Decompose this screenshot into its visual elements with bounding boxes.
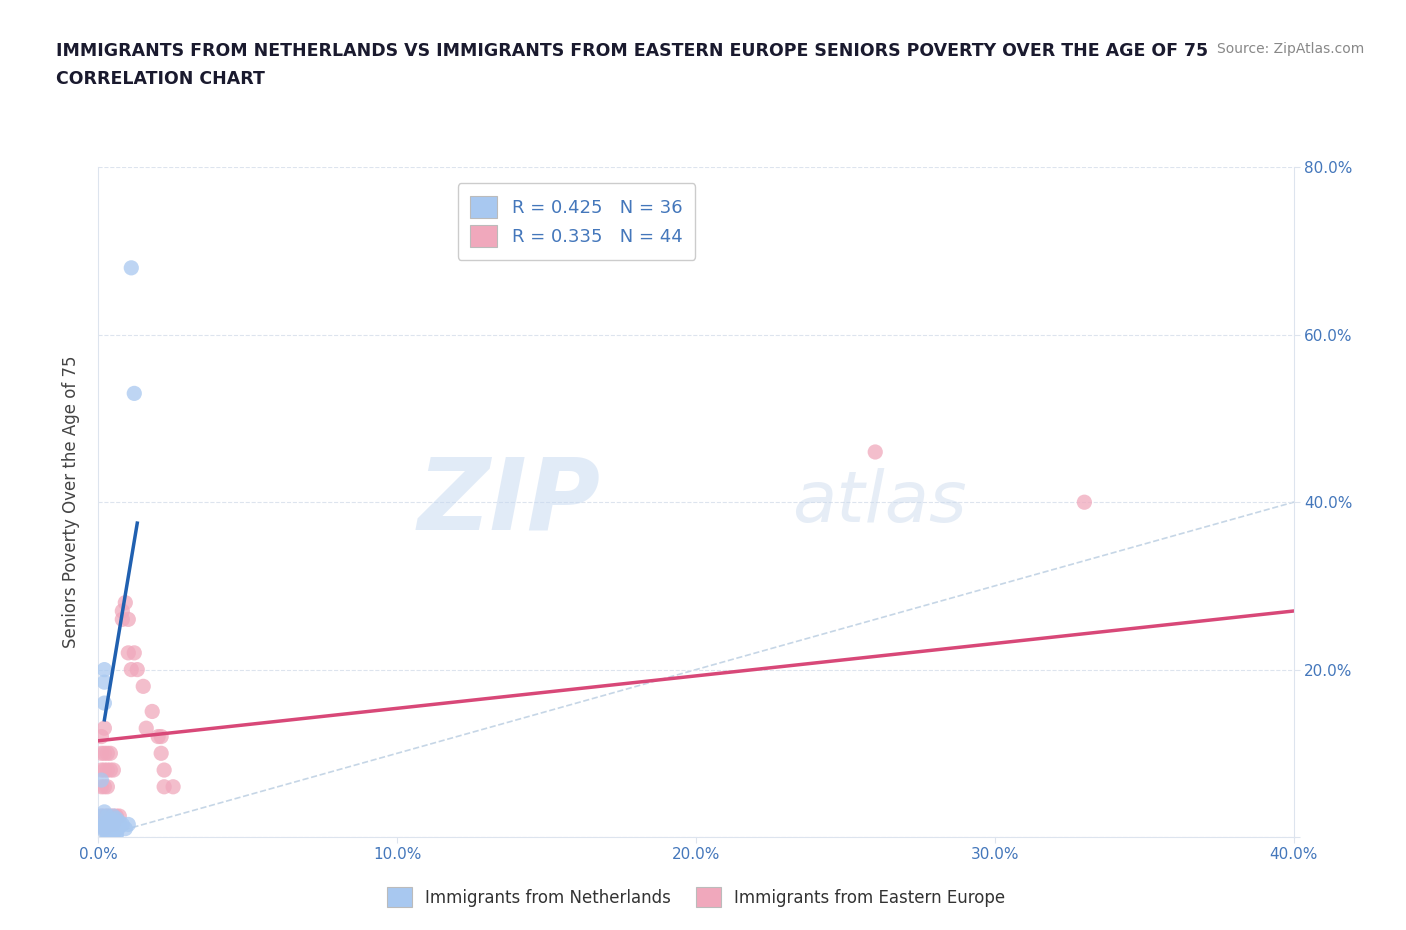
Point (93, 779, 115, 794)
Point (105, 815, 128, 830)
Text: CORRELATION CHART: CORRELATION CHART (56, 70, 266, 87)
Point (90, 817, 112, 832)
Point (865, 445, 887, 459)
Point (96, 817, 118, 832)
Text: ZIP: ZIP (418, 454, 600, 551)
Point (93, 817, 115, 832)
Point (124, 645, 146, 660)
Point (100, 813, 122, 828)
Point (93, 817, 115, 832)
Point (150, 729, 173, 744)
Point (105, 828, 128, 843)
Point (114, 821, 136, 836)
Point (111, 612, 134, 627)
Point (93, 675, 115, 690)
Point (100, 763, 122, 777)
Point (93, 721, 115, 736)
Point (93, 821, 115, 836)
Point (100, 821, 122, 836)
Point (90, 773, 112, 788)
Point (90, 729, 112, 744)
Point (148, 729, 170, 744)
Point (127, 662, 149, 677)
Point (93, 696, 115, 711)
Point (93, 763, 115, 777)
Point (114, 595, 136, 610)
Point (153, 779, 176, 794)
Point (108, 815, 131, 830)
Point (1073, 495, 1095, 510)
Point (96, 821, 118, 836)
Point (90, 809, 112, 824)
Point (108, 809, 131, 824)
Point (90, 746, 112, 761)
Point (96, 779, 118, 794)
Point (93, 746, 115, 761)
Y-axis label: Seniors Poverty Over the Age of 75: Seniors Poverty Over the Age of 75 (62, 356, 80, 648)
Point (105, 811, 128, 826)
Point (90, 779, 112, 794)
Point (135, 721, 157, 736)
Point (103, 828, 125, 843)
Point (103, 819, 125, 834)
Point (93, 809, 115, 824)
Point (93, 662, 115, 677)
Point (117, 612, 139, 627)
Point (111, 604, 134, 618)
Point (150, 746, 173, 761)
Point (103, 813, 125, 828)
Point (103, 763, 125, 777)
Point (117, 645, 139, 660)
Point (100, 828, 122, 843)
Text: Source: ZipAtlas.com: Source: ZipAtlas.com (1216, 42, 1364, 56)
Point (124, 386, 146, 401)
Point (96, 826, 118, 841)
Point (162, 779, 184, 794)
Point (90, 809, 112, 824)
Point (100, 826, 122, 841)
Point (103, 826, 125, 841)
Point (103, 809, 125, 824)
Point (108, 819, 131, 834)
Legend: Immigrants from Netherlands, Immigrants from Eastern Europe: Immigrants from Netherlands, Immigrants … (378, 879, 1014, 916)
Point (96, 828, 118, 843)
Point (105, 826, 128, 841)
Point (96, 809, 118, 824)
Point (93, 804, 115, 819)
Point (120, 662, 142, 677)
Point (117, 817, 139, 832)
Point (93, 821, 115, 836)
Point (103, 817, 125, 832)
Point (103, 809, 125, 824)
Point (90, 821, 112, 836)
Point (96, 809, 118, 824)
Text: atlas: atlas (792, 468, 966, 537)
Point (100, 809, 122, 824)
Point (90, 817, 112, 832)
Point (90, 763, 112, 777)
Point (105, 809, 128, 824)
Point (96, 763, 118, 777)
Point (132, 679, 155, 694)
Point (100, 817, 122, 832)
Point (96, 746, 118, 761)
Point (120, 260, 142, 275)
Text: IMMIGRANTS FROM NETHERLANDS VS IMMIGRANTS FROM EASTERN EUROPE SENIORS POVERTY OV: IMMIGRANTS FROM NETHERLANDS VS IMMIGRANT… (56, 42, 1208, 60)
Point (141, 704, 163, 719)
Point (100, 746, 122, 761)
Point (111, 817, 134, 832)
Point (153, 763, 176, 777)
